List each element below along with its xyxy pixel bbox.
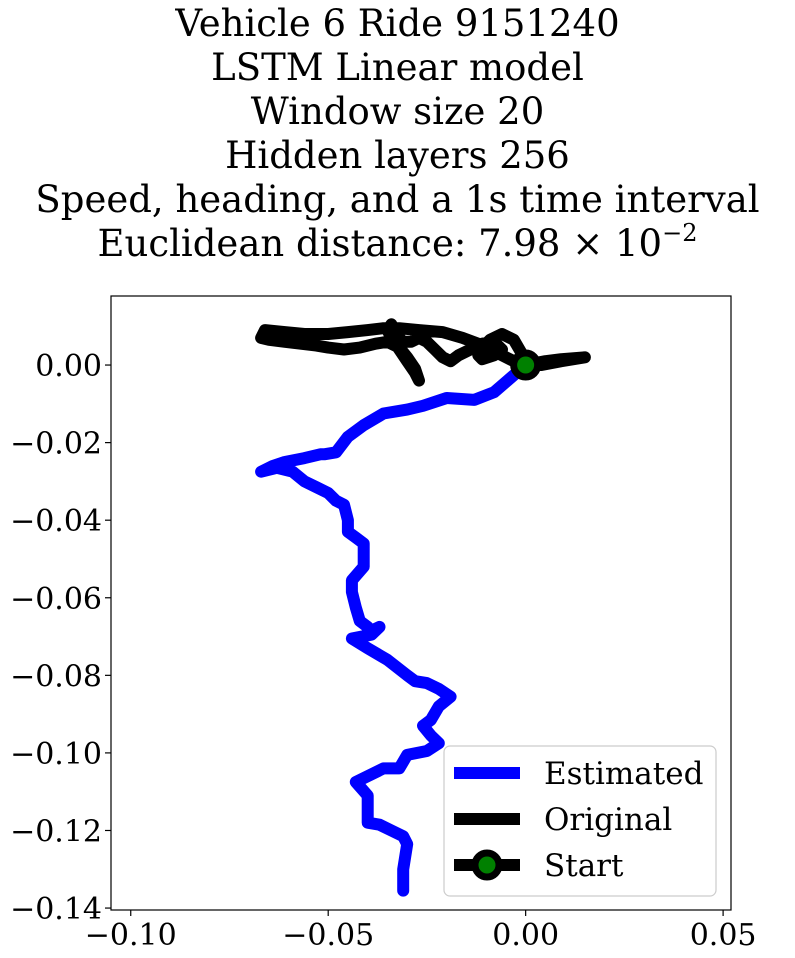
y-tick-label: −0.02 [10,427,102,462]
distance-exponent: −2 [662,219,698,247]
y-tick-label: −0.06 [10,582,102,617]
legend-start-marker [471,849,503,881]
chart-title: Vehicle 6 Ride 9151240 LSTM Linear model… [0,2,795,266]
y-tick-label: −0.10 [10,737,102,772]
y-tick-label: −0.04 [10,504,102,539]
series-layer [255,318,591,897]
y-tick-label: −0.14 [10,892,102,927]
series-line-estimated [255,359,532,897]
ticks-layer: −0.10 −0.05 0.00 0.05 0.00 −0.02 −0.04 −0.06 −0.… [10,349,756,953]
x-tick-label: 0.05 [690,918,757,953]
y-tick-label: −0.12 [10,814,102,849]
start-marker [510,349,542,381]
title-line-hidden: Hidden layers 256 [225,134,570,177]
y-tick-label: 0.00 [35,349,102,384]
axes-frame [110,295,732,911]
title-line-features: Speed, heading, and a 1s time interval [35,178,760,221]
series-line-original [255,318,591,387]
title-line-model: LSTM Linear model [211,46,584,89]
distance-value: Euclidean distance: 7.98 × 10 [97,222,663,265]
legend-label-original: Original [544,802,672,838]
title-line-vehicle: Vehicle 6 Ride 9151240 [175,2,620,45]
legend-label-estimated: Estimated [544,756,703,792]
x-tick-label: −0.05 [282,918,374,953]
y-tick-label: −0.08 [10,659,102,694]
title-line-window: Window size 20 [250,90,545,133]
legend: Estimated Original Start [443,745,717,897]
legend-box [443,745,717,897]
x-tick-label: −0.10 [85,918,177,953]
legend-label-start: Start [544,848,624,884]
x-tick-label: 0.00 [492,918,559,953]
title-line-distance: Euclidean distance: 7.98 × 10−2 [0,219,795,266]
